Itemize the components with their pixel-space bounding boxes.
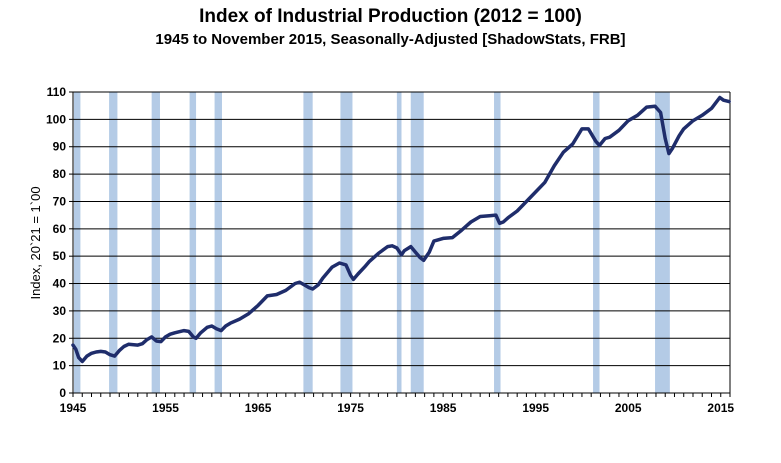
y-tick-label-70: 70	[53, 194, 67, 208]
recession-band-10	[593, 92, 600, 393]
recession-band-0	[73, 92, 81, 393]
y-tick-label-30: 30	[53, 304, 67, 318]
x-tick-label-1995: 1995	[522, 401, 549, 415]
x-tick-label-2005: 2005	[615, 401, 642, 415]
x-tick-label-1945: 1945	[60, 401, 87, 415]
chart-title: Index of Industrial Production (2012 = 1…	[199, 6, 582, 27]
y-tick-label-10: 10	[53, 359, 67, 373]
y-tick-label-110: 110	[47, 85, 67, 99]
y-tick-label-100: 100	[46, 112, 66, 126]
series-group	[71, 95, 731, 364]
recession-band-7	[396, 92, 402, 393]
y-tick-label-20: 20	[53, 331, 67, 345]
y-tick-label-40: 40	[53, 277, 67, 291]
recession-band-1	[109, 92, 118, 393]
recession-band-9	[494, 92, 501, 393]
chart-subtitle: 1945 to November 2015, Seasonally-Adjust…	[155, 31, 626, 48]
recession-bands	[73, 92, 670, 393]
recession-band-2	[151, 92, 160, 393]
y-tick-labels: 0 10 20 30 40 50 60 70 80 90 100 110	[46, 85, 66, 400]
x-tick-labels: 1945 1955 1965 1975 1985 1995 2005 2015	[60, 401, 735, 415]
series-line-0	[71, 95, 731, 364]
grid-lines	[73, 91, 730, 367]
y-tick-label-0: 0	[59, 386, 66, 400]
y-tick-label-90: 90	[53, 140, 67, 154]
recession-band-3	[189, 92, 197, 393]
recession-band-8	[410, 92, 424, 393]
recession-band-5	[303, 92, 313, 393]
y-tick-label-80: 80	[53, 167, 67, 181]
y-axis-label: Index, 20`21 = 1`00	[28, 186, 43, 299]
y-tick-label-50: 50	[53, 249, 67, 263]
x-tick-label-1955: 1955	[152, 401, 179, 415]
y-tick-label-60: 60	[53, 222, 67, 236]
x-tick-label-2015: 2015	[707, 401, 734, 415]
x-tick-label-1975: 1975	[337, 401, 364, 415]
recession-band-6	[340, 92, 353, 393]
axes	[69, 91, 731, 397]
x-tick-label-1965: 1965	[245, 401, 272, 415]
recession-band-11	[655, 92, 670, 393]
recession-band-4	[214, 92, 222, 393]
x-tick-label-1985: 1985	[430, 401, 457, 415]
